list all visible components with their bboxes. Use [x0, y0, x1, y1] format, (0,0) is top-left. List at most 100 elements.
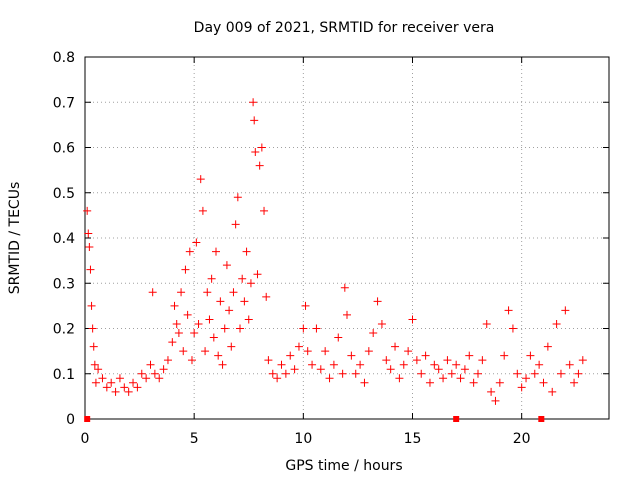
zero-marker — [84, 416, 91, 422]
data-point — [548, 387, 557, 396]
data-point — [469, 378, 478, 387]
data-point — [111, 387, 120, 396]
data-point — [187, 356, 196, 365]
data-point — [340, 283, 349, 292]
data-point — [124, 387, 133, 396]
data-point — [251, 148, 260, 157]
data-point — [212, 247, 220, 256]
data-point — [262, 292, 271, 301]
data-point — [185, 247, 194, 256]
zero-marker — [538, 416, 545, 422]
grid-lines — [85, 57, 609, 419]
data-point — [120, 383, 129, 392]
data-point — [404, 347, 413, 356]
data-point — [150, 369, 159, 378]
data-point — [452, 360, 461, 369]
data-point — [231, 220, 240, 229]
data-point — [491, 396, 500, 405]
data-point — [303, 347, 312, 356]
y-tick-label: 0.8 — [53, 50, 75, 66]
data-point — [115, 374, 124, 383]
data-point — [425, 378, 434, 387]
data-point — [556, 369, 565, 378]
data-point — [190, 329, 199, 338]
data-point — [155, 374, 164, 383]
data-point — [552, 319, 561, 328]
data-point — [168, 338, 177, 347]
x-tick-label: 15 — [404, 431, 422, 447]
plot-background — [85, 57, 609, 419]
data-point — [535, 360, 544, 369]
data-point — [364, 347, 373, 356]
data-point — [417, 369, 426, 378]
data-point — [439, 374, 448, 383]
data-point — [447, 369, 456, 378]
data-point — [543, 342, 552, 351]
data-point — [163, 356, 172, 365]
data-point — [260, 206, 269, 215]
data-point — [86, 265, 95, 274]
data-point — [253, 270, 262, 279]
x-axis-label: GPS time / hours — [285, 458, 402, 474]
data-point — [183, 310, 192, 319]
zero-marker — [453, 416, 460, 422]
data-point — [578, 356, 587, 365]
y-tick-label: 0.6 — [53, 141, 75, 157]
data-point — [170, 301, 179, 310]
data-point — [456, 374, 465, 383]
data-point — [508, 324, 517, 333]
zero-markers — [84, 416, 545, 422]
y-axis-label: SRMTID / TECUs — [7, 182, 23, 295]
axis-ticks: 0 0.1 0.2 0.3 0.4 0.5 0.6 0.7 0.8 0 5 10 15 20 — [53, 50, 609, 447]
data-point — [83, 206, 92, 215]
data-point — [273, 374, 282, 383]
data-point — [222, 261, 231, 270]
data-point — [460, 365, 469, 374]
data-point — [281, 369, 290, 378]
data-point — [386, 365, 395, 374]
data-point — [500, 351, 509, 360]
data-point — [334, 333, 343, 342]
data-point — [107, 378, 116, 387]
data-point — [242, 247, 251, 256]
y-tick-label: 0.7 — [53, 95, 75, 111]
data-point — [408, 315, 417, 324]
y-tick-label: 0.3 — [53, 276, 75, 292]
y-tick-label: 0.4 — [53, 231, 75, 247]
data-point — [264, 356, 273, 365]
data-point — [137, 369, 146, 378]
data-point — [430, 360, 439, 369]
data-point — [517, 383, 526, 392]
data-point — [522, 374, 531, 383]
data-point — [198, 206, 207, 215]
data-point — [84, 229, 93, 238]
data-point — [250, 116, 259, 125]
data-point — [373, 297, 382, 306]
data-point — [238, 274, 247, 283]
data-point — [85, 243, 94, 252]
data-point — [412, 356, 421, 365]
data-point — [301, 301, 310, 310]
data-point — [246, 279, 255, 288]
data-point — [421, 351, 430, 360]
data-point — [227, 342, 236, 351]
x-tick-label: 20 — [513, 431, 531, 447]
data-point — [286, 351, 295, 360]
data-point — [343, 310, 351, 319]
data-point — [249, 98, 258, 107]
data-point — [539, 378, 548, 387]
data-point — [443, 356, 452, 365]
data-point — [574, 369, 583, 378]
data-point — [240, 297, 249, 306]
data-point — [146, 360, 155, 369]
data-point — [482, 319, 491, 328]
data-point — [395, 374, 404, 383]
data-point — [207, 274, 216, 283]
data-point — [225, 306, 234, 315]
data-point — [360, 378, 369, 387]
data-point — [308, 360, 317, 369]
data-points — [83, 98, 587, 405]
data-point — [90, 360, 99, 369]
data-point — [133, 383, 142, 392]
data-point — [174, 329, 183, 338]
